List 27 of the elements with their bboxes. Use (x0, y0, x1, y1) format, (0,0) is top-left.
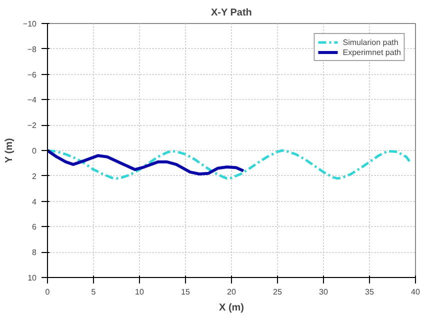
x-axis-title: X (m) (219, 302, 244, 314)
x-tick-label: 5 (91, 288, 96, 296)
line-series (48, 149, 412, 180)
legend-label: Simularion path (342, 37, 398, 47)
y-tick-label: 10 (28, 274, 38, 282)
y-tick-label: −10 (22, 20, 38, 28)
y-tick-label: −6 (27, 70, 38, 80)
x-tick-label: 25 (273, 288, 282, 296)
y-tick-label: 0 (32, 146, 38, 156)
x-tick-label: 35 (365, 288, 374, 296)
chart-title: X-Y Path (210, 8, 252, 18)
x-tick-label: 15 (181, 288, 190, 296)
y-tick-label: −4 (27, 96, 38, 105)
y-tick-label: 8 (32, 248, 38, 258)
y-tick-label: −2 (27, 121, 38, 130)
y-tick-label: 6 (32, 222, 38, 232)
y-tick-label: 2 (32, 172, 38, 181)
x-tick-label: 0 (45, 288, 50, 296)
y-tick-label: −8 (27, 44, 38, 54)
x-tick-label: 30 (319, 288, 328, 296)
line-series (48, 149, 245, 176)
x-tick-label: 40 (411, 288, 420, 296)
x-tick-label: 10 (135, 288, 144, 296)
x-tick-label: 20 (227, 288, 236, 296)
legend-label: Experimnet path (342, 47, 401, 57)
y-axis-title: Y (m) (4, 138, 15, 163)
y-tick-label: 4 (32, 197, 38, 206)
